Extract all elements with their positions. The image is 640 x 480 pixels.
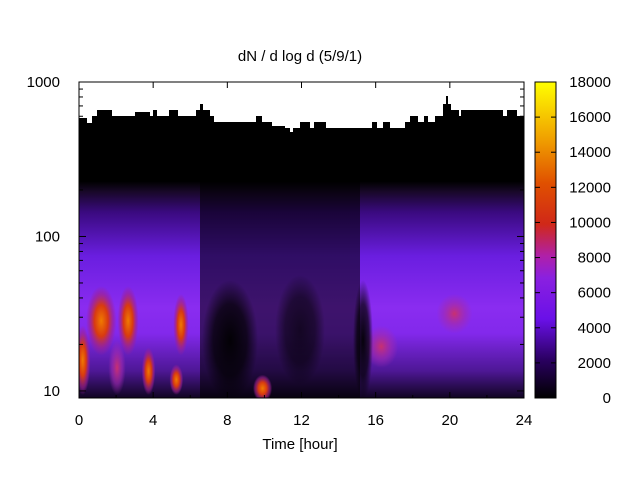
heatmap-cell-2 xyxy=(108,340,126,395)
x-axis: 0 4 8 12 16 20 24 xyxy=(75,82,533,429)
x-tick-label: 24 xyxy=(516,412,533,429)
y-tick-label: 10 xyxy=(43,383,60,400)
colorbar-tick-label: 16000 xyxy=(569,109,611,126)
x-tick-label: 20 xyxy=(441,412,458,429)
colorbar-tick-label: 6000 xyxy=(578,285,611,302)
y-tick-label: 100 xyxy=(35,228,60,245)
heatmap-cell-4 xyxy=(141,347,156,395)
y-tick-label: 1000 xyxy=(27,74,60,91)
colorbar-tick-label: 0 xyxy=(603,390,611,407)
dark-blob-15h xyxy=(353,280,373,398)
heatmap-cell-1 xyxy=(86,286,117,356)
heatmap-cell-0 xyxy=(79,325,91,395)
colorbar xyxy=(534,81,557,399)
heatmap-top-gap xyxy=(79,148,524,156)
plot-area xyxy=(79,82,524,398)
heatmap-cell-7 xyxy=(253,374,273,398)
x-tick-label: 0 xyxy=(75,412,83,429)
x-tick-label: 8 xyxy=(223,412,231,429)
chart-title: dN / d log d (5/9/1) xyxy=(238,48,362,65)
heatmap-cell-9 xyxy=(436,293,473,334)
heatmap-cell-3 xyxy=(117,286,139,356)
colorbar-tick-label: 8000 xyxy=(578,250,611,267)
heatmap-cell-5 xyxy=(173,293,189,356)
heatmap-top-band xyxy=(79,96,524,150)
x-axis-label: Time [hour] xyxy=(262,436,337,453)
colorbar-tick-label: 18000 xyxy=(569,74,611,91)
y-axis: 10 100 1000 xyxy=(27,74,524,400)
heatmap-cell-6 xyxy=(169,364,184,395)
colorbar-tick-label: 2000 xyxy=(578,355,611,372)
x-tick-label: 16 xyxy=(367,412,384,429)
colorbar-tick-label: 4000 xyxy=(578,320,611,337)
colorbar-tick-label: 12000 xyxy=(569,179,611,196)
colorbar-axis: 0 2000 4000 6000 8000 10000 12000 14000 16000 180… xyxy=(535,74,611,407)
x-tick-label: 12 xyxy=(293,412,310,429)
dark-blob-12h xyxy=(275,275,325,385)
x-tick-label: 4 xyxy=(149,412,157,429)
colorbar-tick-label: 10000 xyxy=(569,214,611,231)
dark-blob-9h xyxy=(202,280,258,398)
colorbar-tick-label: 14000 xyxy=(569,144,611,161)
